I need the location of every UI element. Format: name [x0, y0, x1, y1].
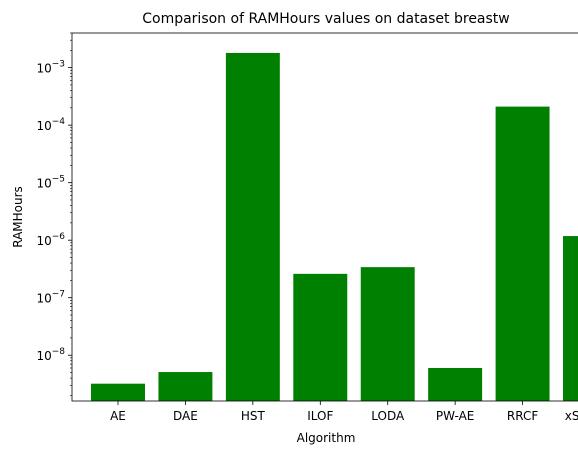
y-tick-label: 10−6	[36, 232, 65, 248]
y-tick-label: 10−4	[36, 117, 65, 133]
y-tick-label: 10−8	[36, 347, 65, 363]
x-tick-label: ILOF	[307, 409, 333, 423]
bars	[91, 52, 578, 401]
x-tick-label: RRCF	[507, 409, 538, 423]
x-axis-ticks: AE DAE HST ILOF LODA PW-AE RRCF xStream	[110, 401, 578, 423]
chart-title: Comparison of RAMHours values on dataset…	[142, 11, 510, 27]
y-axis-ticks: 10−8 10−7 10−6 10−5 10−4 10−3	[36, 32, 72, 396]
y-tick-label: 10−7	[36, 290, 65, 306]
bar-dae	[158, 372, 213, 401]
bar-xstream	[563, 236, 578, 401]
x-tick-label: AE	[110, 409, 126, 423]
bar-rrcf	[495, 106, 550, 401]
x-axis-label: Algorithm	[297, 431, 356, 445]
x-tick-label: HST	[241, 409, 266, 423]
bar-hst	[225, 52, 280, 401]
bar-ilof	[293, 273, 348, 401]
bar-ae	[91, 383, 145, 401]
x-tick-label: LODA	[371, 409, 405, 423]
y-tick-label: 10−5	[36, 175, 65, 191]
y-tick-label: 10−3	[36, 60, 65, 76]
bar-loda	[360, 267, 415, 401]
x-tick-label: PW-AE	[436, 409, 474, 423]
x-tick-label: DAE	[173, 409, 198, 423]
y-axis-label: RAMHours	[11, 186, 25, 248]
bar-pw-ae	[428, 367, 483, 401]
x-tick-label: xStream	[565, 409, 578, 423]
plot-frame	[71, 32, 578, 402]
